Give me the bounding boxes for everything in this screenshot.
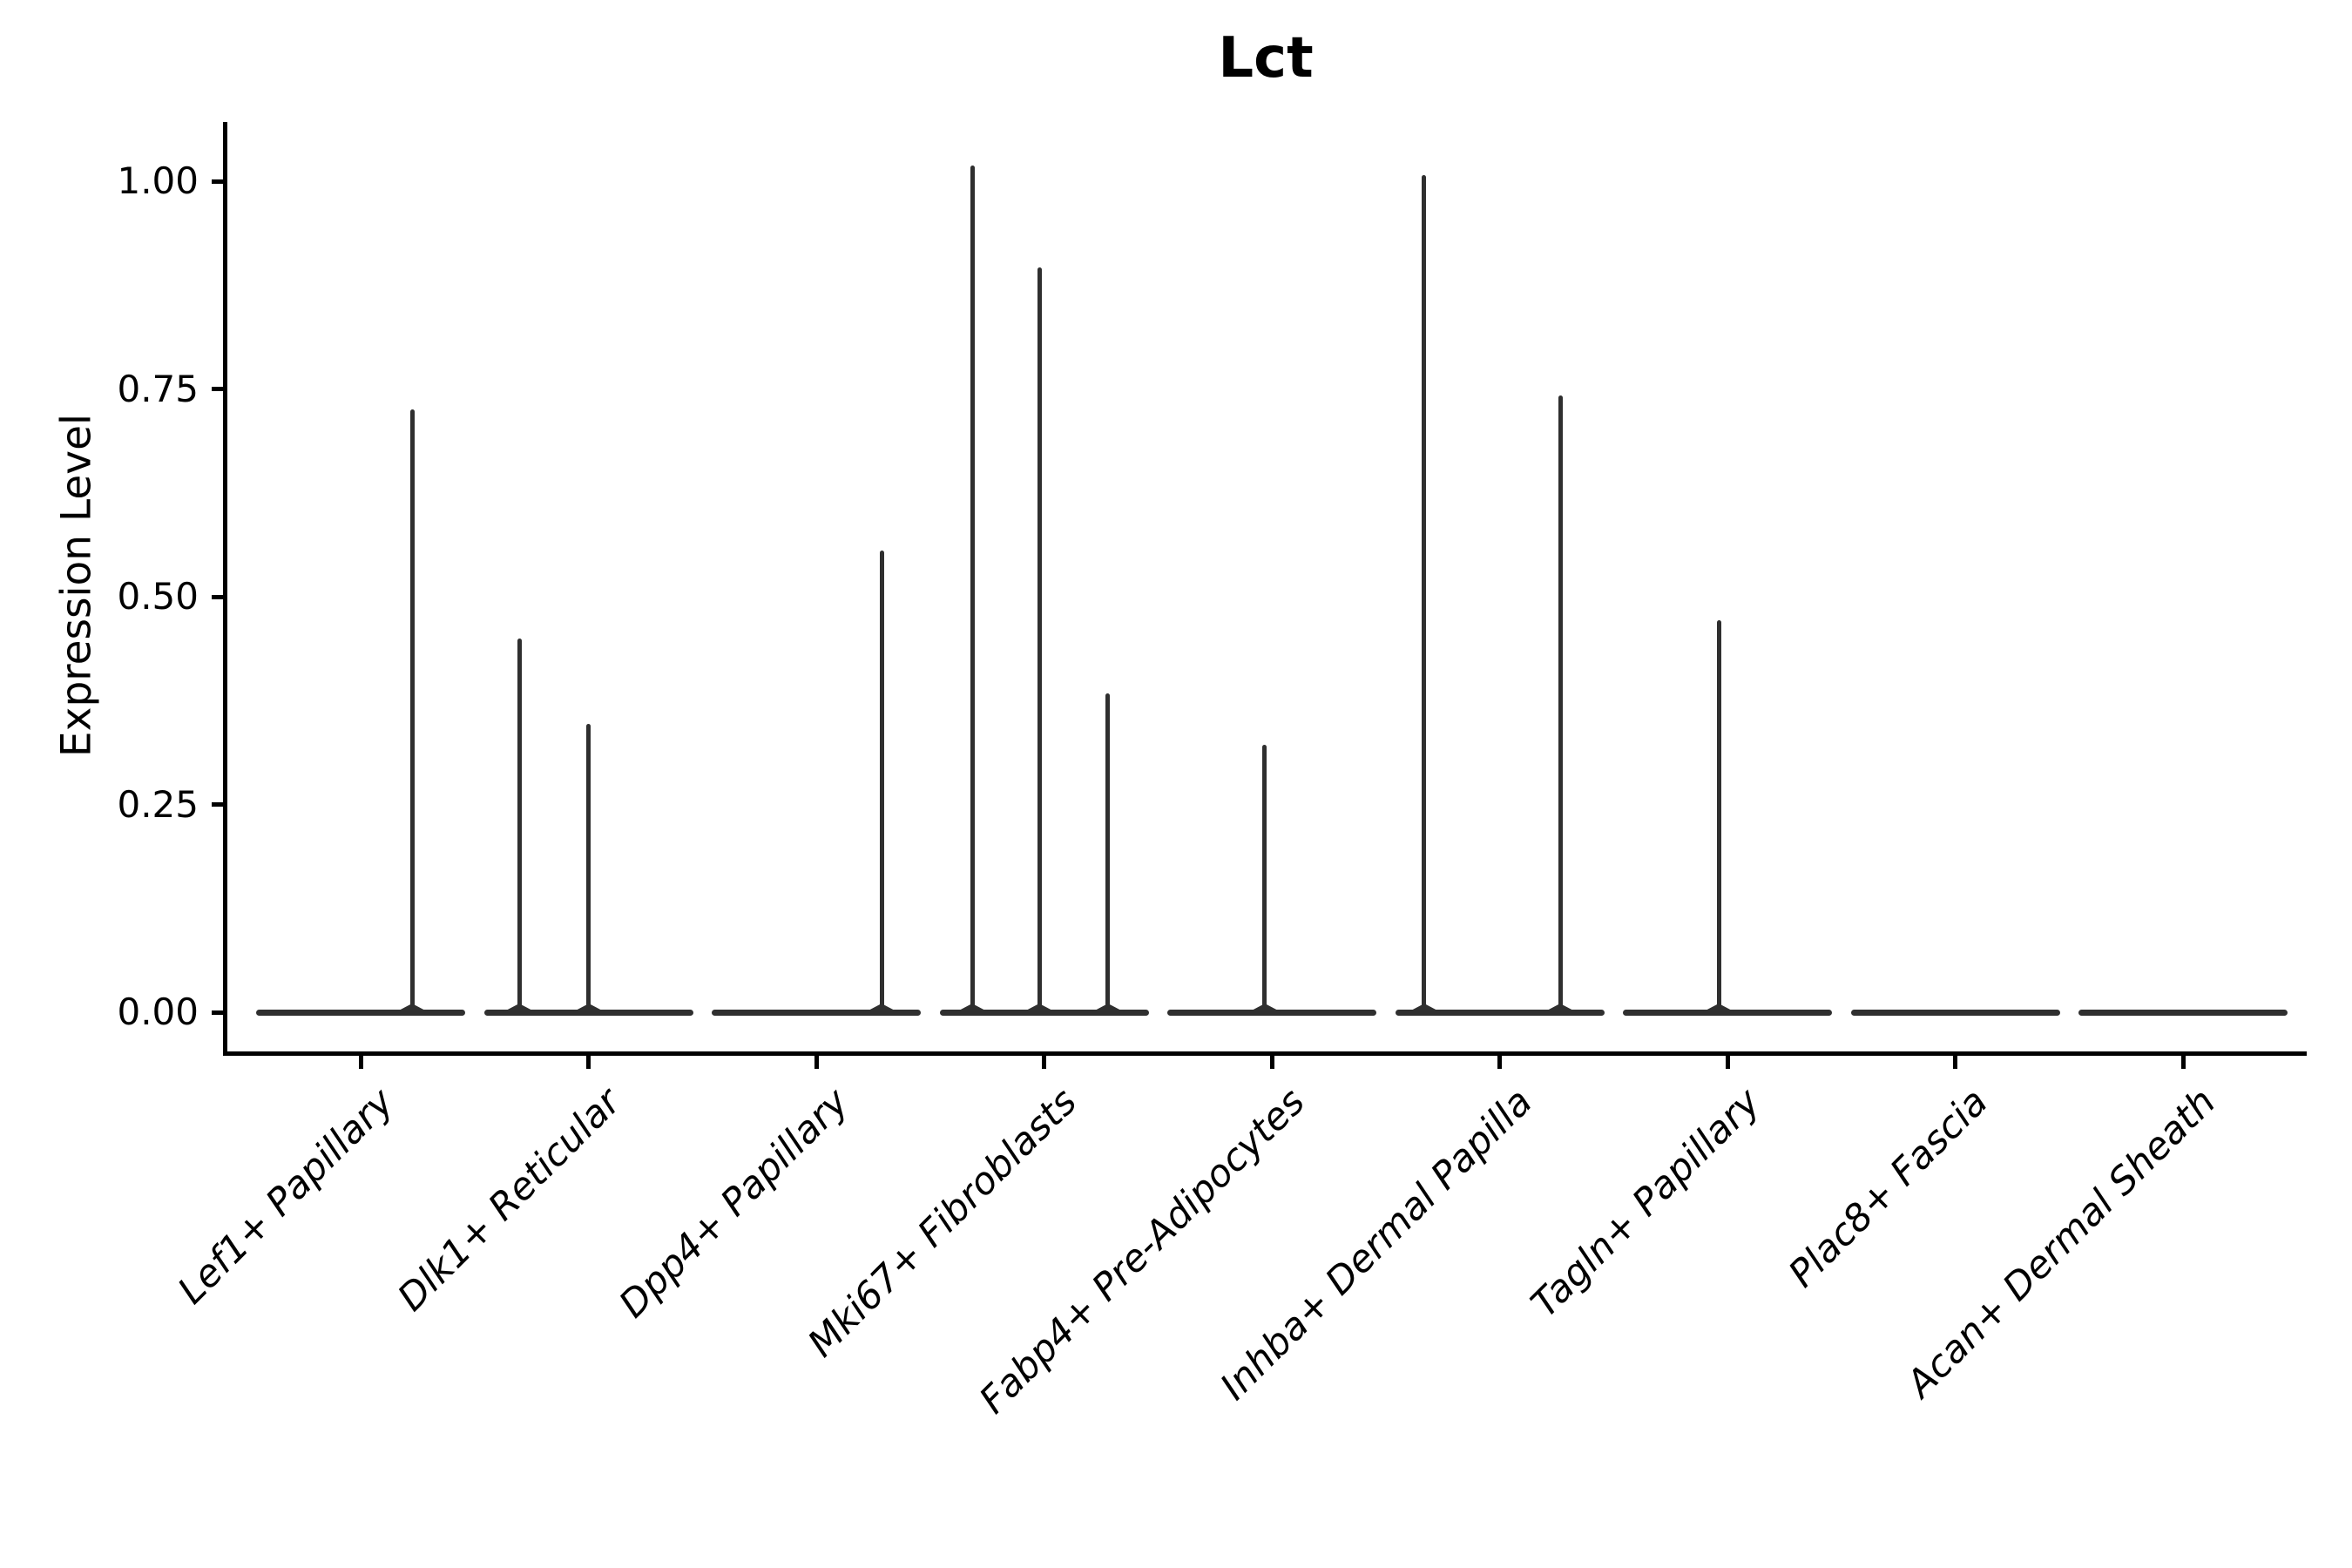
chart-title: Lct: [1218, 26, 1314, 91]
violin-spike: [1037, 267, 1042, 1012]
violin-spike: [879, 550, 884, 1012]
x-tick-mark: [2180, 1056, 2186, 1069]
x-tick-mark: [586, 1056, 591, 1069]
y-tick-label: 1.00: [117, 159, 199, 202]
y-tick-label: 0.00: [117, 990, 199, 1033]
violin-spike: [1558, 395, 1563, 1012]
y-axis-spine: [223, 122, 227, 1055]
x-tick-label-text: Dlk1+ Reticular: [389, 1080, 630, 1321]
x-tick-mark: [1725, 1056, 1730, 1069]
x-tick-mark: [1497, 1056, 1502, 1069]
x-tick-mark: [1953, 1056, 1957, 1069]
y-tick-mark: [212, 802, 224, 807]
violin-baseline: [712, 1009, 921, 1016]
violin-spike: [1105, 693, 1111, 1012]
violin-baseline: [939, 1009, 1149, 1016]
violin-baseline: [2078, 1009, 2288, 1016]
x-tick-mark: [358, 1056, 363, 1069]
x-tick-label-text: Tagln+ Papillary: [1523, 1080, 1769, 1327]
y-tick-label: 0.75: [117, 367, 199, 410]
y-tick-mark: [212, 179, 224, 184]
violin-spike: [1716, 619, 1721, 1012]
x-tick-label-text: Lef1+ Papillary: [169, 1080, 402, 1313]
y-tick-mark: [212, 1010, 224, 1015]
y-tick-label: 0.25: [117, 782, 199, 826]
y-tick-mark: [212, 594, 224, 599]
violin-baseline: [1167, 1009, 1376, 1016]
violin-spike: [970, 165, 975, 1012]
y-tick-mark: [212, 387, 224, 391]
violin-spike: [517, 638, 522, 1012]
x-tick-mark: [1042, 1056, 1046, 1069]
x-tick-mark: [1269, 1056, 1274, 1069]
violin-spike: [1262, 744, 1267, 1012]
y-tick-label: 0.50: [117, 575, 199, 618]
x-tick-label-text: Dpp4+ Papillary: [611, 1080, 858, 1327]
violin-spike: [586, 723, 591, 1012]
violin-baseline: [483, 1009, 693, 1016]
violin-spike: [409, 409, 415, 1012]
violin-baseline: [1623, 1009, 1832, 1016]
x-axis-spine: [223, 1051, 2307, 1056]
violin-baseline: [1850, 1009, 2060, 1016]
violin-baseline: [256, 1009, 465, 1016]
x-tick-mark: [814, 1056, 819, 1069]
violin-baseline: [1395, 1009, 1605, 1016]
x-tick-label-text: Plac8+ Fascia: [1781, 1080, 1997, 1296]
violin-spike: [1422, 175, 1427, 1012]
